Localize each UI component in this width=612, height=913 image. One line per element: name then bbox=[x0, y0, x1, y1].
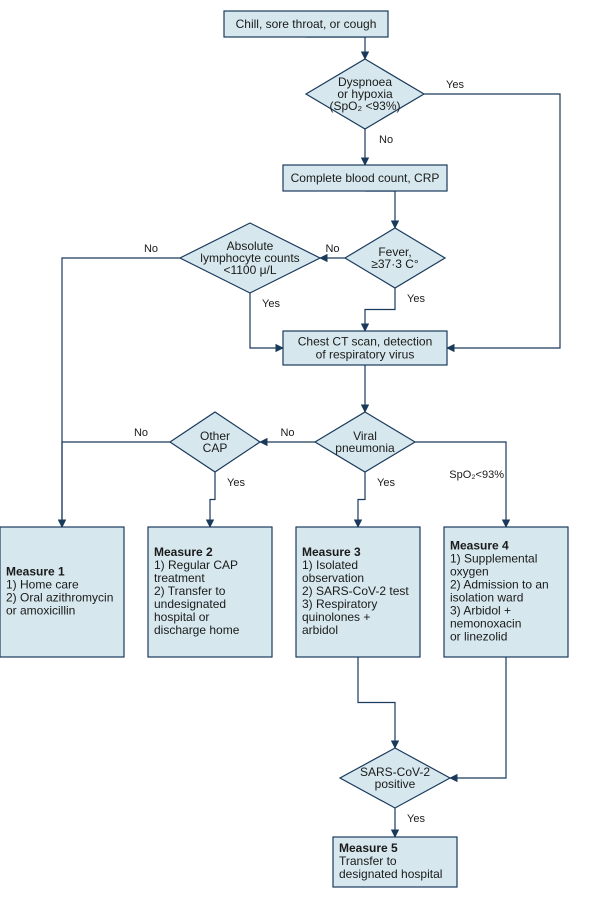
svg-text:Transfer to: Transfer to bbox=[339, 854, 397, 868]
edge-label: Yes bbox=[227, 477, 245, 489]
node-m2: Measure 21) Regular CAP treatment2) Tran… bbox=[148, 527, 272, 657]
svg-text:undesignated: undesignated bbox=[154, 597, 226, 611]
svg-text:positive: positive bbox=[375, 777, 416, 791]
edge bbox=[365, 288, 395, 331]
edge bbox=[358, 657, 395, 748]
svg-text:2) Transfer to: 2) Transfer to bbox=[154, 584, 226, 598]
node-m1: Measure 11) Home care2) Oral azithromyci… bbox=[0, 527, 124, 657]
edge-label: No bbox=[280, 427, 294, 439]
edge bbox=[365, 191, 395, 228]
edge bbox=[306, 37, 365, 59]
svg-text:isolation ward: isolation ward bbox=[450, 591, 523, 605]
svg-text:2) SARS-CoV-2 test: 2) SARS-CoV-2 test bbox=[302, 584, 409, 598]
svg-text:nemonoxacin: nemonoxacin bbox=[450, 617, 521, 631]
svg-text:Chest CT scan, detection: Chest CT scan, detection bbox=[298, 335, 433, 349]
edge-label: No bbox=[134, 427, 148, 439]
svg-text:Measure 3: Measure 3 bbox=[302, 545, 361, 559]
svg-text:1) Supplemental: 1) Supplemental bbox=[450, 552, 537, 566]
node-cbc: Complete blood count, CRP bbox=[283, 165, 447, 191]
svg-text:1) Home care: 1) Home care bbox=[6, 578, 79, 592]
edge-label: Yes bbox=[446, 79, 464, 91]
svg-text:1) Regular CAP: 1) Regular CAP bbox=[154, 558, 238, 572]
edge-label: SpO₂<93% bbox=[449, 469, 504, 481]
svg-text:Chill, sore throat, or cough: Chill, sore throat, or cough bbox=[236, 17, 377, 31]
svg-text:discharge home: discharge home bbox=[154, 623, 240, 637]
edge-label: No bbox=[325, 243, 339, 255]
svg-text:hospital or: hospital or bbox=[154, 610, 209, 624]
node-dyspnoea: Dyspnoeaor hypoxia(SpO₂ <93%) bbox=[306, 59, 424, 129]
node-sarspos: SARS-CoV-2positive bbox=[340, 748, 450, 808]
edge bbox=[358, 472, 365, 527]
svg-text:designated hospital: designated hospital bbox=[339, 867, 442, 881]
edge bbox=[62, 442, 170, 527]
node-viral: Viralpneumonia bbox=[315, 412, 415, 472]
node-alc: Absolutelymphocyte counts<1100 μ/L bbox=[180, 223, 320, 293]
svg-text:oxygen: oxygen bbox=[450, 565, 489, 579]
svg-text:Measure 5: Measure 5 bbox=[339, 841, 398, 855]
edge bbox=[415, 442, 506, 527]
edge bbox=[424, 94, 560, 348]
svg-text:2) Oral azithromycin: 2) Oral azithromycin bbox=[6, 591, 113, 605]
node-ct: Chest CT scan, detectionof respiratory v… bbox=[283, 331, 447, 365]
svg-text:quinolones +: quinolones + bbox=[302, 610, 370, 624]
edge-label: Yes bbox=[407, 813, 425, 825]
svg-text:or amoxicillin: or amoxicillin bbox=[6, 604, 75, 618]
edge-label: No bbox=[379, 134, 393, 146]
edge bbox=[450, 657, 506, 778]
flowchart-canvas: Chill, sore throat, or cough Dyspnoeaor h… bbox=[0, 0, 612, 913]
node-m4: Measure 41) Supplemental oxygen2) Admiss… bbox=[444, 527, 568, 657]
svg-text:3) Arbidol +: 3) Arbidol + bbox=[450, 604, 511, 618]
svg-text:(SpO₂ <93%): (SpO₂ <93%) bbox=[329, 99, 400, 113]
svg-text:or linezolid: or linezolid bbox=[450, 630, 507, 644]
edge-label: Yes bbox=[377, 477, 395, 489]
svg-text:of respiratory virus: of respiratory virus bbox=[316, 348, 415, 362]
svg-text:pneumonia: pneumonia bbox=[335, 441, 395, 455]
svg-text:Measure 2: Measure 2 bbox=[154, 545, 213, 559]
svg-text:3) Respiratory: 3) Respiratory bbox=[302, 597, 377, 611]
svg-text:<1100 μ/L: <1100 μ/L bbox=[223, 263, 276, 277]
node-m5: Measure 5Transfer todesignated hospital bbox=[333, 837, 457, 887]
svg-text:CAP: CAP bbox=[203, 441, 228, 455]
edge-label: Yes bbox=[262, 298, 280, 310]
node-cap: OtherCAP bbox=[170, 412, 260, 472]
svg-text:treatment: treatment bbox=[154, 571, 205, 585]
edge-label: No bbox=[144, 243, 158, 255]
edge bbox=[62, 258, 180, 527]
svg-text:arbidol: arbidol bbox=[302, 623, 338, 637]
svg-text:≥37·3 C°: ≥37·3 C° bbox=[371, 257, 419, 271]
svg-text:observation: observation bbox=[302, 571, 364, 585]
edge-label: Yes bbox=[407, 293, 425, 305]
svg-text:1) Isolated: 1) Isolated bbox=[302, 558, 358, 572]
node-fever: Fever,≥37·3 C° bbox=[345, 228, 445, 288]
svg-text:Complete blood count, CRP: Complete blood count, CRP bbox=[291, 171, 440, 185]
svg-text:Measure 1: Measure 1 bbox=[6, 565, 65, 579]
node-start: Chill, sore throat, or cough bbox=[224, 11, 388, 37]
svg-text:2) Admission to an: 2) Admission to an bbox=[450, 578, 549, 592]
node-m3: Measure 31) Isolated observation2) SARS-… bbox=[296, 527, 420, 657]
svg-text:Measure 4: Measure 4 bbox=[450, 539, 509, 553]
edge bbox=[210, 472, 215, 527]
